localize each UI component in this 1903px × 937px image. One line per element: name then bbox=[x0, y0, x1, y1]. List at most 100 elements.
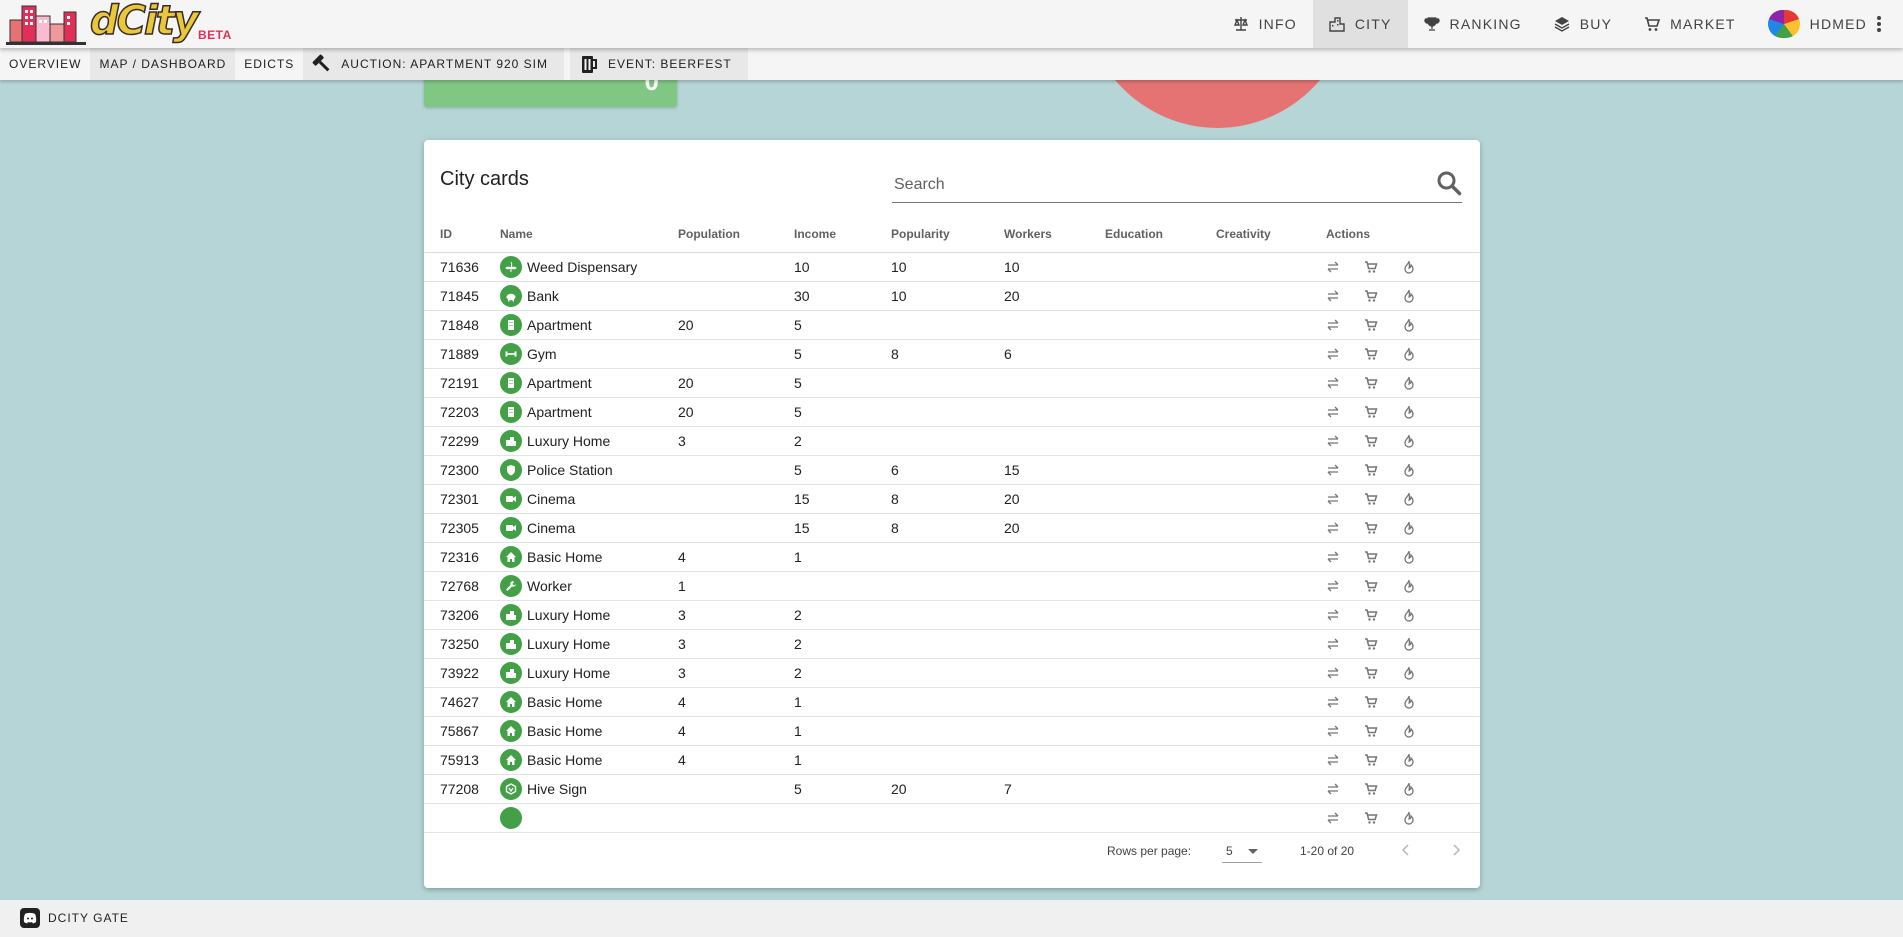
sell-cart-icon[interactable] bbox=[1364, 579, 1378, 593]
transfer-icon[interactable] bbox=[1326, 753, 1340, 767]
transfer-icon[interactable] bbox=[1326, 724, 1340, 738]
sell-cart-icon[interactable] bbox=[1364, 724, 1378, 738]
nav-info-label: INFO bbox=[1258, 16, 1297, 32]
tab-overview[interactable]: OVERVIEW bbox=[0, 48, 90, 80]
search-input[interactable] bbox=[892, 172, 1416, 198]
column-header-education[interactable]: Education bbox=[1105, 216, 1216, 253]
burn-flame-icon[interactable] bbox=[1402, 260, 1416, 274]
transfer-icon[interactable] bbox=[1326, 782, 1340, 796]
sell-cart-icon[interactable] bbox=[1364, 260, 1378, 274]
sell-cart-icon[interactable] bbox=[1364, 753, 1378, 767]
burn-flame-icon[interactable] bbox=[1402, 405, 1416, 419]
sell-cart-icon[interactable] bbox=[1364, 521, 1378, 535]
city-skyline-icon bbox=[6, 5, 86, 45]
column-header-population[interactable]: Population bbox=[678, 216, 794, 253]
sell-cart-icon[interactable] bbox=[1364, 376, 1378, 390]
sell-cart-icon[interactable] bbox=[1364, 782, 1378, 796]
column-header-workers[interactable]: Workers bbox=[1004, 216, 1105, 253]
transfer-icon[interactable] bbox=[1326, 637, 1340, 651]
cell-id: 71848 bbox=[424, 310, 500, 340]
nav-city[interactable]: CITY bbox=[1312, 0, 1408, 48]
cell-education bbox=[1105, 687, 1216, 717]
burn-flame-icon[interactable] bbox=[1402, 289, 1416, 303]
burn-flame-icon[interactable] bbox=[1402, 463, 1416, 477]
sell-cart-icon[interactable] bbox=[1364, 434, 1378, 448]
tab-auction[interactable]: AUCTION: APARTMENT 920 SIM bbox=[303, 48, 565, 80]
dcity-logo[interactable]: dCity BETA bbox=[6, 0, 231, 46]
nav-buy[interactable]: BUY bbox=[1538, 0, 1628, 48]
transfer-icon[interactable] bbox=[1326, 289, 1340, 303]
sell-cart-icon[interactable] bbox=[1364, 637, 1378, 651]
burn-flame-icon[interactable] bbox=[1402, 434, 1416, 448]
transfer-icon[interactable] bbox=[1326, 376, 1340, 390]
cell-population: 20 bbox=[678, 368, 794, 398]
burn-flame-icon[interactable] bbox=[1402, 637, 1416, 651]
sell-cart-icon[interactable] bbox=[1364, 405, 1378, 419]
burn-flame-icon[interactable] bbox=[1402, 753, 1416, 767]
nav-buy-label: BUY bbox=[1579, 16, 1613, 32]
burn-flame-icon[interactable] bbox=[1402, 724, 1416, 738]
transfer-icon[interactable] bbox=[1326, 260, 1340, 274]
burn-flame-icon[interactable] bbox=[1402, 608, 1416, 622]
nav-info[interactable]: INFO bbox=[1217, 0, 1313, 48]
cell-creativity bbox=[1216, 774, 1326, 804]
transfer-icon[interactable] bbox=[1326, 347, 1340, 361]
sell-cart-icon[interactable] bbox=[1364, 608, 1378, 622]
burn-flame-icon[interactable] bbox=[1402, 376, 1416, 390]
tab-map-dashboard[interactable]: MAP / DASHBOARD bbox=[90, 48, 236, 80]
sell-cart-icon[interactable] bbox=[1364, 347, 1378, 361]
transfer-icon[interactable] bbox=[1326, 318, 1340, 332]
burn-flame-icon[interactable] bbox=[1402, 579, 1416, 593]
sell-cart-icon[interactable] bbox=[1364, 811, 1378, 825]
transfer-icon[interactable] bbox=[1326, 521, 1340, 535]
cell-id: 73206 bbox=[424, 600, 500, 630]
burn-flame-icon[interactable] bbox=[1402, 521, 1416, 535]
search-icon[interactable] bbox=[1436, 170, 1462, 196]
transfer-icon[interactable] bbox=[1326, 579, 1340, 593]
burn-flame-icon[interactable] bbox=[1402, 492, 1416, 506]
cell-popularity bbox=[891, 687, 1004, 717]
column-header-income[interactable]: Income bbox=[794, 216, 891, 253]
burn-flame-icon[interactable] bbox=[1402, 550, 1416, 564]
discord-link[interactable]: DCITY GATE bbox=[20, 908, 129, 928]
chevron-left-icon[interactable] bbox=[1396, 840, 1416, 860]
sell-cart-icon[interactable] bbox=[1364, 695, 1378, 709]
transfer-icon[interactable] bbox=[1326, 695, 1340, 709]
sell-cart-icon[interactable] bbox=[1364, 550, 1378, 564]
column-header-creativity[interactable]: Creativity bbox=[1216, 216, 1326, 253]
burn-flame-icon[interactable] bbox=[1402, 695, 1416, 709]
sell-cart-icon[interactable] bbox=[1364, 289, 1378, 303]
transfer-icon[interactable] bbox=[1326, 550, 1340, 564]
column-header-name[interactable]: Name bbox=[500, 216, 678, 253]
sell-cart-icon[interactable] bbox=[1364, 463, 1378, 477]
burn-flame-icon[interactable] bbox=[1402, 347, 1416, 361]
burn-flame-icon[interactable] bbox=[1402, 666, 1416, 680]
cell-creativity bbox=[1216, 252, 1326, 282]
sell-cart-icon[interactable] bbox=[1364, 492, 1378, 506]
nav-market[interactable]: MARKET bbox=[1628, 0, 1752, 48]
burn-flame-icon[interactable] bbox=[1402, 782, 1416, 796]
transfer-icon[interactable] bbox=[1326, 666, 1340, 680]
column-header-id[interactable]: ID bbox=[424, 216, 500, 253]
hive-icon bbox=[500, 778, 522, 800]
burn-flame-icon[interactable] bbox=[1402, 811, 1416, 825]
transfer-icon[interactable] bbox=[1326, 608, 1340, 622]
sell-cart-icon[interactable] bbox=[1364, 666, 1378, 680]
transfer-icon[interactable] bbox=[1326, 811, 1340, 825]
chevron-right-icon[interactable] bbox=[1446, 840, 1466, 860]
transfer-icon[interactable] bbox=[1326, 492, 1340, 506]
cell-education bbox=[1105, 368, 1216, 398]
column-header-popularity[interactable]: Popularity bbox=[891, 216, 1004, 253]
nav-ranking[interactable]: RANKING bbox=[1408, 0, 1538, 48]
transfer-icon[interactable] bbox=[1326, 463, 1340, 477]
more-vert-icon[interactable] bbox=[1877, 16, 1881, 32]
transfer-icon[interactable] bbox=[1326, 434, 1340, 448]
transfer-icon[interactable] bbox=[1326, 405, 1340, 419]
user-menu[interactable]: HDMED bbox=[1752, 0, 1903, 48]
sell-cart-icon[interactable] bbox=[1364, 318, 1378, 332]
burn-flame-icon[interactable] bbox=[1402, 318, 1416, 332]
rows-per-page-select[interactable]: 5 bbox=[1222, 838, 1262, 863]
tab-event[interactable]: EVENT: BEERFEST bbox=[570, 48, 748, 80]
tab-edicts[interactable]: EDICTS bbox=[235, 48, 303, 80]
cell-education bbox=[1105, 426, 1216, 456]
